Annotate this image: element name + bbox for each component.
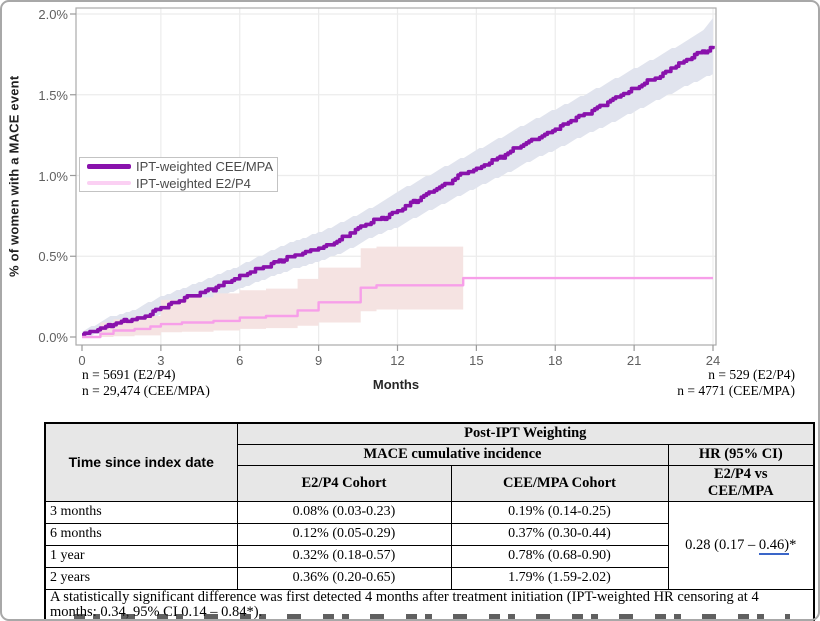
chart-legend: IPT-weighted CEE/MPA IPT-weighted E2/P4	[79, 157, 278, 192]
x-tick-label-1: 3	[157, 353, 165, 368]
n-24mo-ceempa: n = 4771 (CEE/MPA)	[677, 383, 795, 398]
row-label: 6 months	[44, 522, 238, 546]
e2-p4-incidence-line	[82, 276, 713, 339]
legend-label-cee-mpa: IPT-weighted CEE/MPA	[136, 158, 274, 174]
header-e2p4-vs-ceempa: E2/P4 vs CEE/MPA	[667, 464, 815, 502]
n-24mo-e2p4: n = 529 (E2/P4)	[708, 367, 795, 382]
cropped-caption-strip	[74, 614, 790, 619]
x-tick-label-6: 18	[548, 353, 563, 368]
e2-p4-confidence-band	[100, 244, 464, 337]
header-hr-sub-line2: CEE/MPA	[707, 483, 774, 499]
header-hr-95ci: HR (95% CI)	[667, 443, 815, 466]
x-tick-label-4: 12	[390, 353, 405, 368]
mace-incidence-chart	[70, 7, 717, 351]
x-tick-label-2: 6	[236, 353, 244, 368]
row-label: 2 years	[44, 566, 238, 590]
hr-value-prefix: 0.28 (0.17 –	[685, 536, 759, 553]
n-baseline-ceempa: n = 29,474 (CEE/MPA)	[82, 383, 210, 398]
x-tick-label-5: 15	[469, 353, 484, 368]
ceempa-incidence-6mo: 0.37% (0.30-0.44)	[450, 522, 669, 546]
x-tick-label-8: 24	[705, 353, 721, 368]
table-row-1-year: 1 year 0.32% (0.18-0.57) 0.78% (0.68-0.9…	[44, 544, 814, 568]
n-baseline-e2p4: n = 5691 (E2/P4)	[82, 367, 176, 382]
ceempa-incidence-1yr: 0.78% (0.68-0.90)	[450, 544, 669, 568]
cee-mpa-confidence-band	[82, 18, 713, 338]
legend-label-e2-p4: IPT-weighted E2/P4	[136, 175, 251, 191]
ceempa-incidence-2yr: 1.79% (1.59-2.02)	[450, 566, 669, 590]
n-at-risk-baseline: n = 5691 (E2/P4) n = 29,474 (CEE/MPA)	[82, 367, 210, 399]
y-tick-label-0: 0.0%	[38, 330, 68, 345]
table-row-2-years: 2 years 0.36% (0.20-0.65) 1.79% (1.59-2.…	[44, 566, 814, 590]
axis-ticks	[70, 13, 714, 351]
x-tick-label-7: 21	[626, 353, 642, 368]
e2p4-incidence-3mo: 0.08% (0.03-0.23)	[236, 500, 452, 524]
x-tick-label-3: 9	[315, 353, 323, 368]
ceempa-incidence-3mo: 0.19% (0.14-0.25)	[450, 500, 669, 524]
y-tick-label-1: 0.5%	[38, 249, 68, 265]
header-time-since-index: Time since index date	[44, 422, 238, 502]
e2-p4-line-swatch	[87, 181, 131, 185]
mace-results-table: Time since index date Post-IPT Weighting…	[44, 422, 816, 621]
header-post-ipt-weighting: Post-IPT Weighting	[236, 422, 815, 445]
hazard-ratio-cell: 0.28 (0.17 – 0.46)*	[667, 500, 815, 590]
header-e2p4-cohort: E2/P4 Cohort	[236, 464, 452, 502]
cee-mpa-line-swatch	[87, 163, 131, 169]
row-label: 3 months	[44, 500, 238, 524]
legend-entry-cee-mpa: IPT-weighted CEE/MPA	[80, 159, 277, 174]
header-hr-sub-line1: E2/P4 vs	[713, 466, 768, 482]
y-tick-label-2: 1.0%	[38, 168, 68, 184]
e2p4-incidence-6mo: 0.12% (0.05-0.29)	[236, 522, 452, 546]
hr-value-suffix: *	[789, 536, 797, 553]
plot-border	[75, 7, 717, 346]
header-ceempa-cohort: CEE/MPA Cohort	[450, 464, 669, 502]
table-row-3-months: 3 months 0.08% (0.03-0.23) 0.19% (0.14-0…	[44, 500, 815, 590]
e2p4-incidence-1yr: 0.32% (0.18-0.57)	[236, 544, 452, 568]
e2p4-incidence-2yr: 0.36% (0.20-0.65)	[236, 566, 452, 590]
hr-value-underlined: 0.46)	[758, 536, 790, 555]
legend-entry-e2-p4: IPT-weighted E2/P4	[80, 176, 277, 191]
row-label: 1 year	[44, 544, 238, 568]
y-tick-label-4: 2.0%	[38, 7, 68, 22]
x-tick-label-0: 0	[78, 353, 86, 368]
header-mace-cumulative-incidence: MACE cumulative incidence	[236, 443, 669, 466]
cee-mpa-incidence-line	[82, 45, 715, 337]
x-axis-title: Months	[372, 377, 420, 392]
y-tick-label-3: 1.5%	[38, 87, 68, 103]
n-at-risk-24mo: n = 529 (E2/P4) n = 4771 (CEE/MPA)	[677, 367, 795, 399]
